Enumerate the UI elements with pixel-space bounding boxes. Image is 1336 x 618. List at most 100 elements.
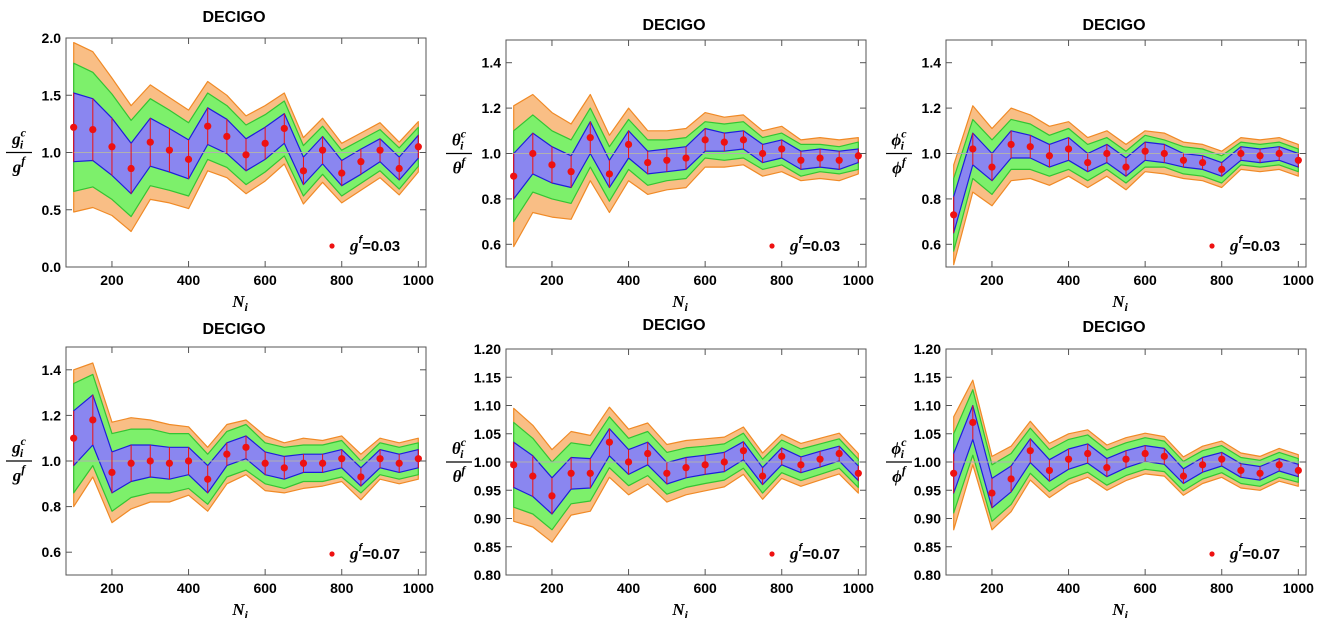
data-point [1122,455,1130,463]
x-tick-label: 800 [1210,580,1234,596]
data-point [299,459,308,467]
data-point [184,155,193,163]
x-tick-label: 1000 [403,272,434,288]
data-point [1084,449,1092,458]
data-point [720,138,728,146]
x-tick-label: 800 [770,272,794,288]
x-tick-label: 400 [177,272,201,288]
data-point [1007,140,1015,149]
data-point [108,143,116,151]
data-point [261,459,269,467]
y-tick-label: 0.6 [482,236,502,252]
x-tick-label: 200 [980,272,1004,288]
y-tick-label: 1.05 [914,426,941,442]
data-point [720,458,728,466]
data-point [1064,455,1073,463]
data-point [1237,466,1245,475]
data-point [89,416,97,424]
data-point [969,418,977,427]
data-point [338,169,346,177]
data-point [988,489,996,497]
y-axis-label-numerator: gc i [11,434,27,460]
legend-label: gf=0.03 [789,234,840,255]
data-point [835,449,843,458]
x-tick-label: 1000 [1283,272,1314,288]
data-point [854,469,862,477]
data-point [548,161,556,169]
data-point [1294,156,1302,164]
data-point [395,459,403,467]
data-point [1218,455,1226,463]
x-tick-label: 400 [1057,580,1081,596]
data-point [1026,143,1034,151]
data-point [567,469,575,477]
data-point [758,149,767,158]
data-point [605,170,614,178]
y-tick-label: 0.8 [922,191,942,207]
x-tick-label: 200 [100,580,124,596]
data-point [950,211,958,219]
data-point [663,469,671,477]
y-tick-label: 0.6 [42,544,62,560]
y-tick-label: 1.4 [922,55,942,71]
data-point [1103,149,1111,158]
y-tick-label: 1.2 [42,407,62,423]
legend-marker [329,551,335,557]
chart-panel-3: DECIGO 0.6 0.8 1.0 1.2 1.4 200 400 600 800 1000 Ni ϕ… [886,17,1314,314]
data-point [338,455,346,463]
y-tick-label: 1.0 [42,145,62,161]
y-tick-label: 1.00 [914,454,941,470]
data-point [586,134,594,142]
data-point [299,167,308,175]
data-point [357,473,365,481]
legend-label: gf=0.07 [1229,542,1280,563]
x-tick-label: 200 [100,272,124,288]
data-point [1218,165,1226,173]
data-point [701,461,709,469]
data-point [1179,472,1188,480]
x-tick-label: 600 [1133,272,1157,288]
data-point [548,492,556,500]
data-point [510,461,518,469]
chart-title: DECIGO [1082,17,1145,34]
data-point [70,434,78,442]
x-tick-label: 1000 [403,580,434,596]
data-point [318,459,327,467]
data-point [816,154,824,162]
data-point [739,136,748,144]
x-tick-label: 1000 [1283,580,1314,596]
x-axis-label: Ni [231,292,248,314]
y-axis-label-denominator: ϕf [892,155,907,178]
data-point [758,472,767,480]
y-tick-label: 1.10 [914,398,941,414]
y-tick-label: 1.0 [42,453,62,469]
y-tick-label: 2.0 [42,30,62,46]
data-point [1045,152,1054,160]
y-tick-label: 0.80 [474,567,501,583]
y-tick-label: 0.85 [914,539,941,555]
data-point [1141,449,1149,458]
data-point [778,452,786,460]
data-point [510,172,518,180]
x-tick-label: 800 [770,580,794,596]
x-axis-label: Ni [1111,292,1128,314]
data-point [89,126,97,134]
data-point [663,156,671,164]
y-axis-label-denominator: gf [12,462,27,485]
data-point [414,143,422,151]
x-axis-label: Ni [231,600,248,618]
data-point [644,158,652,167]
data-point [376,146,384,154]
data-point [395,164,403,173]
data-point [1103,464,1111,472]
legend-label: gf=0.03 [1229,234,1280,255]
y-axis-label-denominator: θf [453,155,467,178]
data-point [223,132,231,141]
data-point [1198,461,1207,469]
chart-title: DECIGO [642,17,705,34]
legend-label: gf=0.03 [349,234,400,255]
x-tick-label: 600 [693,580,717,596]
data-point [969,145,977,153]
data-point [1045,466,1054,475]
